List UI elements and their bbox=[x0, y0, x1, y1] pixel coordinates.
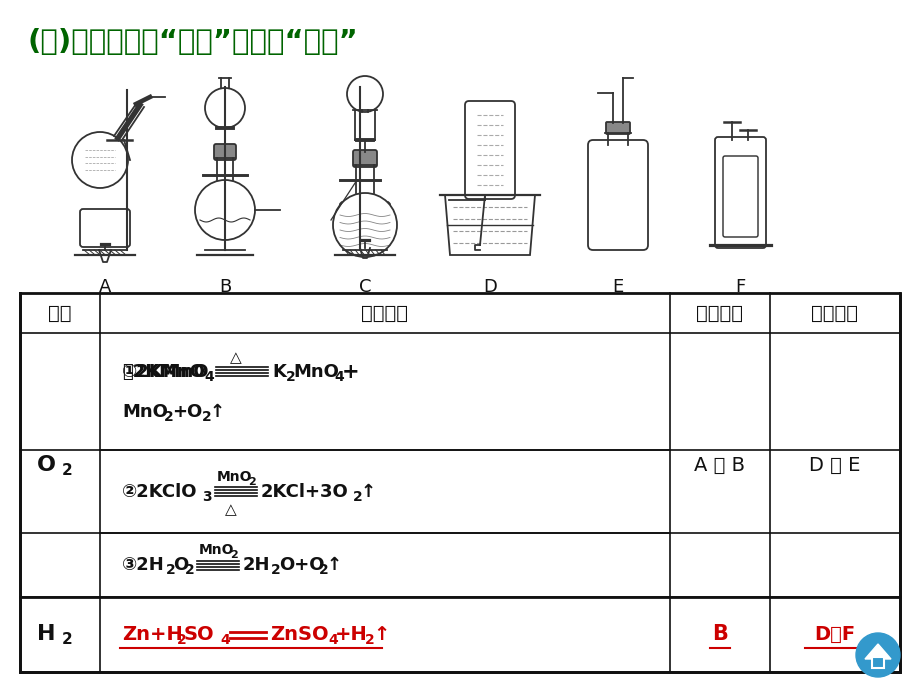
Text: 2: 2 bbox=[165, 563, 176, 577]
Circle shape bbox=[195, 180, 255, 240]
Text: 气体: 气体 bbox=[48, 304, 72, 322]
Text: B: B bbox=[711, 624, 727, 644]
Text: ↑: ↑ bbox=[210, 402, 225, 420]
Text: MnO: MnO bbox=[199, 543, 234, 557]
FancyBboxPatch shape bbox=[353, 150, 377, 167]
FancyBboxPatch shape bbox=[214, 144, 236, 160]
Text: 4: 4 bbox=[328, 633, 337, 647]
Polygon shape bbox=[445, 195, 535, 255]
Text: ③2H: ③2H bbox=[122, 556, 165, 574]
Text: 反应原理: 反应原理 bbox=[361, 304, 408, 322]
Text: 3: 3 bbox=[202, 489, 211, 504]
FancyBboxPatch shape bbox=[80, 209, 130, 247]
Circle shape bbox=[72, 132, 128, 188]
Text: 4: 4 bbox=[220, 633, 230, 647]
Text: F: F bbox=[734, 278, 744, 296]
Text: A: A bbox=[98, 278, 111, 296]
Text: ↑: ↑ bbox=[326, 556, 342, 574]
FancyBboxPatch shape bbox=[464, 101, 515, 199]
Text: 2: 2 bbox=[319, 563, 328, 577]
Text: 2KCl+3O: 2KCl+3O bbox=[261, 482, 348, 500]
Text: △: △ bbox=[230, 350, 242, 365]
Text: A 或 B: A 或 B bbox=[694, 455, 744, 475]
Text: 2: 2 bbox=[62, 632, 73, 647]
Circle shape bbox=[205, 88, 244, 128]
Text: 2: 2 bbox=[62, 462, 73, 477]
Text: ↑: ↑ bbox=[372, 625, 389, 644]
Text: O+O: O+O bbox=[278, 556, 324, 574]
Text: MnO: MnO bbox=[292, 362, 338, 380]
Text: ZnSO: ZnSO bbox=[269, 625, 328, 644]
Text: ②2KClO: ②2KClO bbox=[122, 482, 198, 500]
Text: H: H bbox=[38, 624, 56, 644]
FancyBboxPatch shape bbox=[340, 202, 390, 243]
Text: 2KMnO: 2KMnO bbox=[122, 362, 205, 380]
Text: C: C bbox=[358, 278, 371, 296]
Text: 2: 2 bbox=[271, 563, 280, 577]
Text: 2: 2 bbox=[185, 563, 195, 577]
Text: ↑: ↑ bbox=[360, 482, 376, 500]
FancyBboxPatch shape bbox=[606, 122, 630, 134]
Text: B: B bbox=[219, 278, 231, 296]
Text: 2: 2 bbox=[202, 409, 211, 424]
Circle shape bbox=[333, 193, 397, 257]
Text: 2: 2 bbox=[286, 370, 295, 384]
Text: 2: 2 bbox=[230, 550, 237, 560]
Text: K: K bbox=[272, 362, 286, 380]
Text: Zn+H: Zn+H bbox=[122, 625, 183, 644]
Text: +O: +O bbox=[172, 402, 202, 420]
Text: △: △ bbox=[225, 502, 236, 517]
Text: 2H: 2H bbox=[243, 556, 270, 574]
Text: SO: SO bbox=[184, 625, 214, 644]
Text: 2: 2 bbox=[164, 409, 174, 424]
Text: 2: 2 bbox=[365, 633, 374, 647]
FancyBboxPatch shape bbox=[587, 140, 647, 250]
Text: MnO: MnO bbox=[122, 402, 167, 420]
Circle shape bbox=[346, 76, 382, 112]
FancyBboxPatch shape bbox=[714, 137, 766, 248]
FancyBboxPatch shape bbox=[871, 657, 883, 668]
Text: O: O bbox=[37, 455, 56, 475]
Text: 4: 4 bbox=[204, 370, 213, 384]
FancyBboxPatch shape bbox=[722, 156, 757, 237]
Text: 发生装置: 发生装置 bbox=[696, 304, 743, 322]
Text: D或F: D或F bbox=[813, 625, 855, 644]
Circle shape bbox=[855, 633, 899, 677]
Text: +H: +H bbox=[335, 625, 368, 644]
Text: (一)气体的发生“套装”和收集“套装”: (一)气体的发生“套装”和收集“套装” bbox=[28, 28, 358, 56]
Text: 2: 2 bbox=[176, 633, 187, 647]
Text: 2: 2 bbox=[353, 489, 362, 504]
Text: 收集装量: 收集装量 bbox=[811, 304, 857, 322]
Polygon shape bbox=[864, 644, 890, 659]
Text: 2: 2 bbox=[248, 477, 255, 486]
Text: D 或 E: D 或 E bbox=[809, 455, 860, 475]
Text: 4: 4 bbox=[334, 370, 344, 384]
Text: O: O bbox=[173, 556, 188, 574]
Text: +: + bbox=[342, 362, 359, 382]
Text: ①2KMnO: ①2KMnO bbox=[122, 362, 210, 380]
Text: MnO: MnO bbox=[217, 469, 252, 484]
Text: D: D bbox=[482, 278, 496, 296]
Text: E: E bbox=[612, 278, 623, 296]
